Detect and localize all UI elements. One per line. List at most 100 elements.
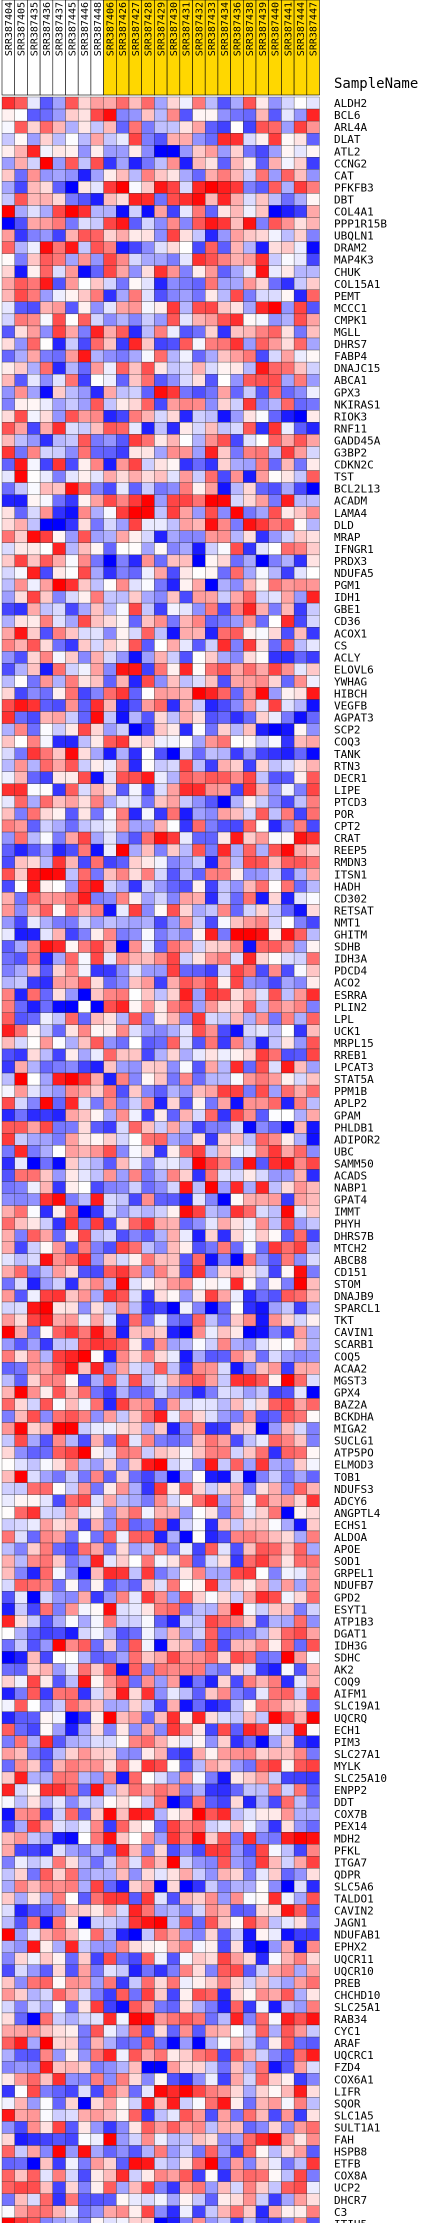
heatmap-cell [179,1723,193,1736]
heatmap-cell [179,1880,193,1893]
heatmap-cell [39,1313,53,1327]
heatmap-cell [116,783,130,797]
heatmap-cell [1,241,15,254]
heatmap-cell [78,627,92,640]
heatmap-cell [103,627,117,640]
heatmap-cell [78,1109,92,1122]
heatmap-cell [243,2000,257,2014]
heatmap-cell [192,157,206,170]
heatmap-cell [243,157,257,170]
heatmap-cell [14,675,28,688]
heatmap-cell [65,289,79,302]
heatmap-cell [306,1554,320,1568]
heatmap-cell [116,1940,130,1953]
heatmap-cell [141,289,155,302]
heatmap-cell [116,361,130,375]
heatmap-cell [65,602,79,616]
heatmap-cell [52,627,66,640]
heatmap-cell [268,928,282,941]
heatmap-cell [217,1145,231,1158]
heatmap-cell [14,349,28,363]
heatmap-cell [39,831,53,845]
heatmap-cell [1,1783,15,1797]
heatmap-cell [14,169,28,182]
heatmap-cell [103,1446,117,1459]
row-label: ACAA2 [334,1362,367,1375]
heatmap-cell [243,1928,257,1941]
heatmap-cell [217,1169,231,1182]
heatmap-cell [39,1759,53,1773]
heatmap-cell [255,590,269,604]
heatmap-cell [27,337,41,351]
row-label: SQOR [334,2097,361,2110]
heatmap-cell [27,880,41,893]
heatmap-cell [1,2000,15,2014]
heatmap-cell [268,2145,282,2158]
heatmap-cell [39,1675,53,1688]
heatmap-cell [141,1434,155,1447]
heatmap-cell [179,169,193,182]
heatmap-cell [65,1880,79,1893]
heatmap-cell [39,1916,53,1929]
heatmap-cell [255,1928,269,1941]
heatmap-cell [103,831,117,845]
heatmap-cell [103,229,117,242]
row-label: NDUFAB1 [334,1929,380,1942]
heatmap-cell [281,1048,295,1062]
heatmap-cell [293,1880,307,1893]
heatmap-cell [255,361,269,375]
heatmap-cell [281,1856,295,1869]
heatmap-cell [154,506,168,519]
heatmap-cell [1,578,15,592]
heatmap-cell [65,1000,79,1013]
heatmap-cell [39,1097,53,1110]
heatmap-cell [27,590,41,604]
heatmap-cell [293,1723,307,1736]
heatmap-cell [65,2097,79,2110]
heatmap-cell [128,2036,142,2050]
heatmap-cell [1,1313,15,1327]
heatmap-cell [205,940,219,953]
heatmap-cell [116,530,130,543]
heatmap-cell [14,1241,28,1254]
heatmap-cell [39,675,53,688]
heatmap-cell [306,1229,320,1242]
heatmap-cell [281,2205,295,2218]
heatmap-cell [306,2048,320,2062]
heatmap-cell [205,1386,219,1399]
heatmap-cell [166,711,180,724]
heatmap-cell [103,361,117,375]
heatmap-cell [281,2097,295,2110]
heatmap-cell [154,1386,168,1399]
heatmap-cell [116,229,130,242]
heatmap-cell [179,1060,193,1074]
heatmap-cell [154,1627,168,1640]
heatmap-cell [103,868,117,881]
heatmap-cell [27,1217,41,1230]
heatmap-cell [141,2073,155,2086]
heatmap-cell [255,1663,269,1676]
heatmap-cell [281,1832,295,1845]
heatmap-cell [103,1735,117,1749]
heatmap-cell [217,1506,231,1520]
heatmap-cell [65,1036,79,1050]
heatmap-cell [306,1952,320,1965]
heatmap-cell [192,2073,206,2086]
heatmap-cell [154,2217,168,2223]
heatmap-cell [65,639,79,652]
heatmap-cell [230,1964,244,1977]
heatmap-cell [192,1386,206,1399]
heatmap-cell [116,108,130,122]
heatmap-cell [39,1795,53,1809]
heatmap-cell [205,2000,219,2014]
heatmap-cell [52,1916,66,1929]
heatmap-cell [306,1313,320,1327]
heatmap-cell [39,1024,53,1038]
heatmap-cell [65,494,79,507]
heatmap-cell [179,2145,193,2158]
heatmap-cell [166,337,180,351]
heatmap-cell [306,1566,320,1580]
heatmap-cell [27,458,41,471]
heatmap-cell [103,904,117,917]
heatmap-cell [78,518,92,531]
